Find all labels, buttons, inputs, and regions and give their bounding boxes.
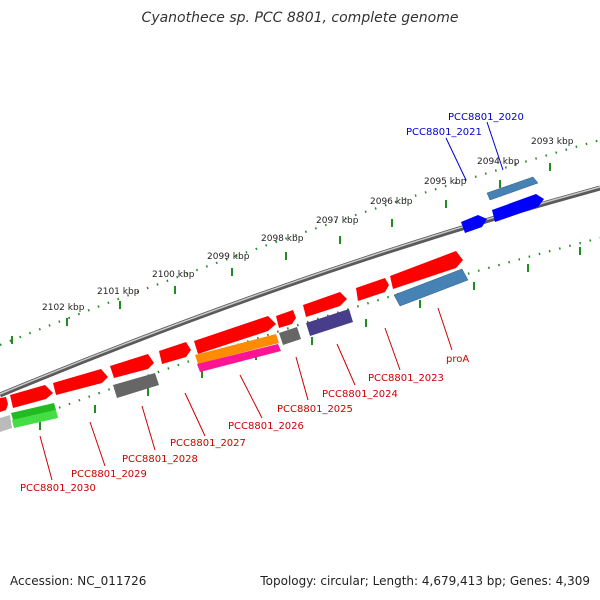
scale-label-2093: 2093 kbp (531, 137, 574, 147)
gene-label-pcc8801-2029[interactable]: PCC8801_2029 (71, 469, 147, 480)
scale-label-2094: 2094 kbp (477, 157, 520, 167)
gene-arrow-proa[interactable] (393, 268, 469, 307)
gene-arrow-red-4[interactable] (276, 310, 296, 328)
gene-label-pcc8801-2028[interactable]: PCC8801_2028 (122, 454, 198, 465)
gene-arrow-blue-small[interactable] (461, 215, 487, 233)
gene-arrow-pcc8801-2029[interactable] (11, 403, 56, 420)
scale-label-2095: 2095 kbp (424, 177, 467, 187)
gene-arrow-pcc8801-2028[interactable] (113, 373, 159, 398)
gene-label-pcc8801-2021[interactable]: PCC8801_2021 (406, 127, 482, 138)
gene-arrow-red-8[interactable] (53, 369, 108, 395)
gene-label-pcc8801-2025[interactable]: PCC8801_2025 (277, 404, 353, 415)
outer-major-ticks (11, 163, 551, 344)
accession-text: Accession: NC_011726 (10, 574, 147, 588)
gene-label-pcc8801-2027[interactable]: PCC8801_2027 (170, 438, 246, 449)
scale-label-2097: 2097 kbp (316, 216, 359, 226)
gene-label-pcc8801-2026[interactable]: PCC8801_2026 (228, 421, 304, 432)
gene-arrow-red-5[interactable] (194, 316, 276, 354)
genome-info-text: Topology: circular; Length: 4,679,413 bp… (260, 574, 590, 588)
scale-label-2100: 2100 kbp (152, 270, 195, 280)
gene-arrow-red-7[interactable] (110, 354, 154, 378)
scale-label-2096: 2096 kbp (370, 197, 413, 207)
leader-lines (39, 121, 504, 481)
scale-label-2101: 2101 kbp (97, 287, 140, 297)
gene-label-pcc8801-2030[interactable]: PCC8801_2030 (20, 483, 96, 494)
gene-arrow-pcc8801-2030[interactable] (12, 410, 58, 428)
scale-label-2102: 2102 kbp (42, 303, 85, 313)
map-title: Cyanothece sp. PCC 8801, complete genome (141, 10, 459, 26)
gene-arrow-red-1[interactable] (390, 251, 463, 289)
scale-label-2098: 2098 kbp (261, 234, 304, 244)
inner-tick-ring (0, 236, 600, 432)
inner-major-ticks (39, 247, 581, 430)
gene-label-pcc8801-2020[interactable]: PCC8801_2020 (448, 112, 524, 123)
gene-arrow-pcc8801-2020[interactable] (486, 176, 539, 201)
gene-arrow-pcc8801-2021[interactable] (492, 194, 544, 222)
gene-label-pcc8801-2024[interactable]: PCC8801_2024 (322, 389, 398, 400)
gene-arrow-red-6[interactable] (159, 342, 191, 364)
gene-arrow-red-2[interactable] (356, 278, 389, 301)
gene-label-proa[interactable]: proA (446, 354, 469, 365)
gene-arrow-pcc8801-2025[interactable] (279, 327, 301, 345)
gene-arrow-pcc8801-2027[interactable] (197, 344, 281, 372)
gene-arrow-grey-left[interactable] (0, 415, 12, 432)
gene-arrow-red-3[interactable] (303, 292, 347, 317)
scale-label-2099: 2099 kbp (207, 252, 250, 262)
outer-tick-ring (0, 138, 600, 347)
gene-arrow-pcc8801-2024[interactable] (306, 309, 353, 336)
genome-backbone (0, 185, 600, 398)
genome-backbone-highlight (0, 186, 600, 395)
gene-arrow-red-9[interactable] (10, 385, 53, 408)
gene-label-pcc8801-2023[interactable]: PCC8801_2023 (368, 373, 444, 384)
gene-arrow-red-10[interactable] (0, 397, 8, 412)
gene-arrow-pcc8801-2026[interactable] (195, 334, 279, 364)
